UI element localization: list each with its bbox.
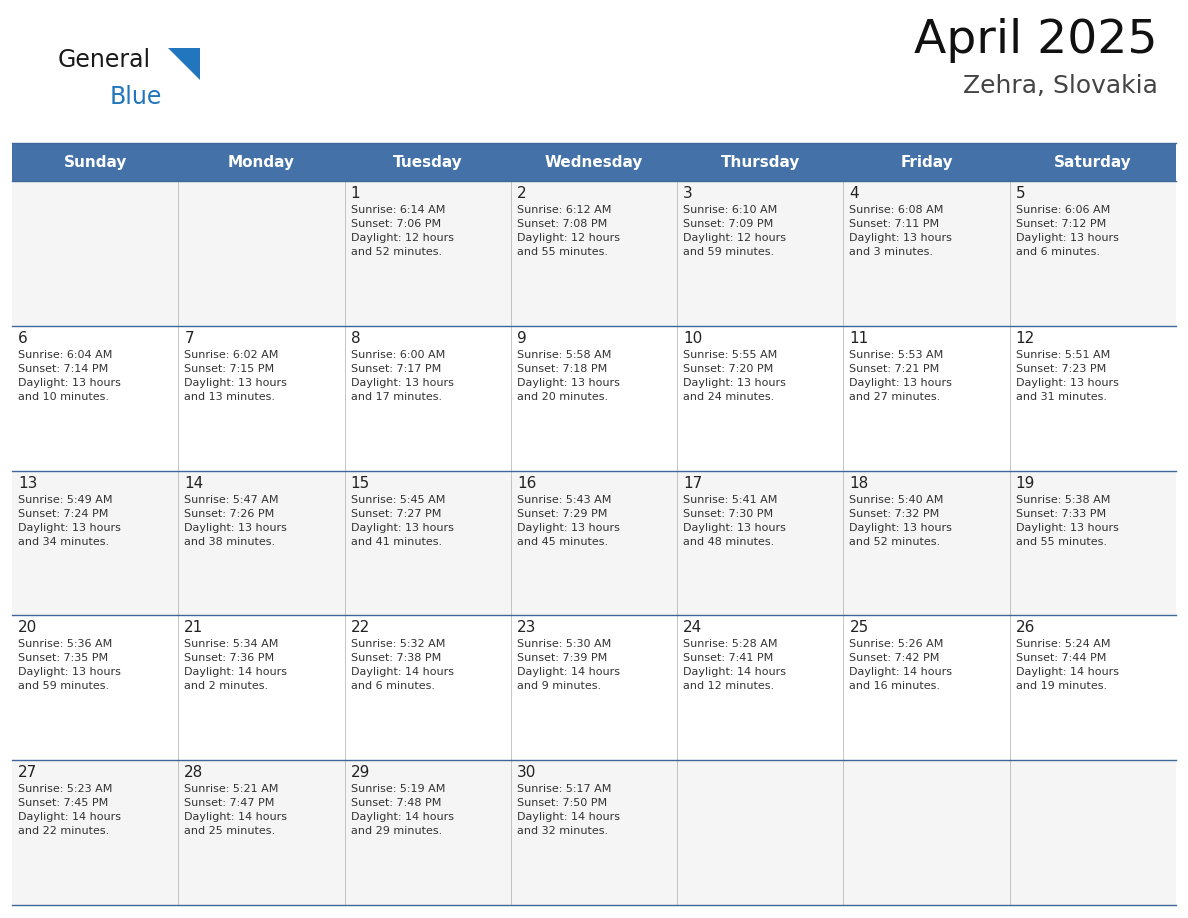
Text: 2: 2 <box>517 186 526 201</box>
Text: 22: 22 <box>350 621 369 635</box>
Text: Sunrise: 5:41 AM
Sunset: 7:30 PM
Daylight: 13 hours
and 48 minutes.: Sunrise: 5:41 AM Sunset: 7:30 PM Dayligh… <box>683 495 786 546</box>
Text: 6: 6 <box>18 330 27 346</box>
Text: Sunrise: 5:36 AM
Sunset: 7:35 PM
Daylight: 13 hours
and 59 minutes.: Sunrise: 5:36 AM Sunset: 7:35 PM Dayligh… <box>18 640 121 691</box>
Text: Sunrise: 5:47 AM
Sunset: 7:26 PM
Daylight: 13 hours
and 38 minutes.: Sunrise: 5:47 AM Sunset: 7:26 PM Dayligh… <box>184 495 287 546</box>
Text: General: General <box>58 48 151 72</box>
Text: 16: 16 <box>517 476 536 490</box>
Text: 11: 11 <box>849 330 868 346</box>
Bar <box>12 326 1176 471</box>
Bar <box>12 615 1176 760</box>
Text: 29: 29 <box>350 766 369 780</box>
Text: Sunrise: 5:26 AM
Sunset: 7:42 PM
Daylight: 14 hours
and 16 minutes.: Sunrise: 5:26 AM Sunset: 7:42 PM Dayligh… <box>849 640 953 691</box>
Text: Sunrise: 5:45 AM
Sunset: 7:27 PM
Daylight: 13 hours
and 41 minutes.: Sunrise: 5:45 AM Sunset: 7:27 PM Dayligh… <box>350 495 454 546</box>
Text: 21: 21 <box>184 621 203 635</box>
Text: Sunrise: 5:43 AM
Sunset: 7:29 PM
Daylight: 13 hours
and 45 minutes.: Sunrise: 5:43 AM Sunset: 7:29 PM Dayligh… <box>517 495 620 546</box>
Text: 4: 4 <box>849 186 859 201</box>
Text: 10: 10 <box>683 330 702 346</box>
Text: Sunrise: 5:34 AM
Sunset: 7:36 PM
Daylight: 14 hours
and 2 minutes.: Sunrise: 5:34 AM Sunset: 7:36 PM Dayligh… <box>184 640 287 691</box>
Text: Sunrise: 5:49 AM
Sunset: 7:24 PM
Daylight: 13 hours
and 34 minutes.: Sunrise: 5:49 AM Sunset: 7:24 PM Dayligh… <box>18 495 121 546</box>
Text: Sunrise: 5:32 AM
Sunset: 7:38 PM
Daylight: 14 hours
and 6 minutes.: Sunrise: 5:32 AM Sunset: 7:38 PM Dayligh… <box>350 640 454 691</box>
Text: 24: 24 <box>683 621 702 635</box>
Text: Sunrise: 6:12 AM
Sunset: 7:08 PM
Daylight: 12 hours
and 55 minutes.: Sunrise: 6:12 AM Sunset: 7:08 PM Dayligh… <box>517 205 620 257</box>
Text: 9: 9 <box>517 330 526 346</box>
Text: Tuesday: Tuesday <box>393 154 462 170</box>
Text: Sunrise: 5:19 AM
Sunset: 7:48 PM
Daylight: 14 hours
and 29 minutes.: Sunrise: 5:19 AM Sunset: 7:48 PM Dayligh… <box>350 784 454 836</box>
Text: Sunrise: 6:08 AM
Sunset: 7:11 PM
Daylight: 13 hours
and 3 minutes.: Sunrise: 6:08 AM Sunset: 7:11 PM Dayligh… <box>849 205 953 257</box>
Text: Monday: Monday <box>228 154 295 170</box>
Text: Sunrise: 5:51 AM
Sunset: 7:23 PM
Daylight: 13 hours
and 31 minutes.: Sunrise: 5:51 AM Sunset: 7:23 PM Dayligh… <box>1016 350 1119 402</box>
Text: 25: 25 <box>849 621 868 635</box>
Text: April 2025: April 2025 <box>915 18 1158 63</box>
Text: 3: 3 <box>683 186 693 201</box>
Text: 17: 17 <box>683 476 702 490</box>
Text: Sunrise: 6:14 AM
Sunset: 7:06 PM
Daylight: 12 hours
and 52 minutes.: Sunrise: 6:14 AM Sunset: 7:06 PM Dayligh… <box>350 205 454 257</box>
Text: 13: 13 <box>18 476 37 490</box>
Text: 23: 23 <box>517 621 536 635</box>
Text: Sunrise: 5:17 AM
Sunset: 7:50 PM
Daylight: 14 hours
and 32 minutes.: Sunrise: 5:17 AM Sunset: 7:50 PM Dayligh… <box>517 784 620 836</box>
Text: Sunrise: 5:30 AM
Sunset: 7:39 PM
Daylight: 14 hours
and 9 minutes.: Sunrise: 5:30 AM Sunset: 7:39 PM Dayligh… <box>517 640 620 691</box>
Text: 20: 20 <box>18 621 37 635</box>
Text: 7: 7 <box>184 330 194 346</box>
Text: Blue: Blue <box>110 85 163 109</box>
Text: 28: 28 <box>184 766 203 780</box>
Text: Sunrise: 6:04 AM
Sunset: 7:14 PM
Daylight: 13 hours
and 10 minutes.: Sunrise: 6:04 AM Sunset: 7:14 PM Dayligh… <box>18 350 121 402</box>
Polygon shape <box>168 48 200 80</box>
Text: Saturday: Saturday <box>1054 154 1132 170</box>
Text: 1: 1 <box>350 186 360 201</box>
Text: 5: 5 <box>1016 186 1025 201</box>
Text: Sunrise: 6:00 AM
Sunset: 7:17 PM
Daylight: 13 hours
and 17 minutes.: Sunrise: 6:00 AM Sunset: 7:17 PM Dayligh… <box>350 350 454 402</box>
Text: Sunrise: 5:23 AM
Sunset: 7:45 PM
Daylight: 14 hours
and 22 minutes.: Sunrise: 5:23 AM Sunset: 7:45 PM Dayligh… <box>18 784 121 836</box>
Text: Sunrise: 5:28 AM
Sunset: 7:41 PM
Daylight: 14 hours
and 12 minutes.: Sunrise: 5:28 AM Sunset: 7:41 PM Dayligh… <box>683 640 786 691</box>
Text: 18: 18 <box>849 476 868 490</box>
Text: Sunrise: 5:40 AM
Sunset: 7:32 PM
Daylight: 13 hours
and 52 minutes.: Sunrise: 5:40 AM Sunset: 7:32 PM Dayligh… <box>849 495 953 546</box>
Bar <box>12 760 1176 905</box>
Text: Sunrise: 5:24 AM
Sunset: 7:44 PM
Daylight: 14 hours
and 19 minutes.: Sunrise: 5:24 AM Sunset: 7:44 PM Dayligh… <box>1016 640 1119 691</box>
Text: Sunrise: 6:10 AM
Sunset: 7:09 PM
Daylight: 12 hours
and 59 minutes.: Sunrise: 6:10 AM Sunset: 7:09 PM Dayligh… <box>683 205 786 257</box>
Bar <box>12 471 1176 615</box>
Text: Sunrise: 5:55 AM
Sunset: 7:20 PM
Daylight: 13 hours
and 24 minutes.: Sunrise: 5:55 AM Sunset: 7:20 PM Dayligh… <box>683 350 786 402</box>
Text: 27: 27 <box>18 766 37 780</box>
Text: Sunrise: 6:06 AM
Sunset: 7:12 PM
Daylight: 13 hours
and 6 minutes.: Sunrise: 6:06 AM Sunset: 7:12 PM Dayligh… <box>1016 205 1119 257</box>
Text: Sunday: Sunday <box>63 154 127 170</box>
Text: Friday: Friday <box>901 154 953 170</box>
Text: 26: 26 <box>1016 621 1035 635</box>
Bar <box>12 143 1176 181</box>
Text: Sunrise: 6:02 AM
Sunset: 7:15 PM
Daylight: 13 hours
and 13 minutes.: Sunrise: 6:02 AM Sunset: 7:15 PM Dayligh… <box>184 350 287 402</box>
Text: 12: 12 <box>1016 330 1035 346</box>
Bar <box>12 181 1176 326</box>
Text: Sunrise: 5:58 AM
Sunset: 7:18 PM
Daylight: 13 hours
and 20 minutes.: Sunrise: 5:58 AM Sunset: 7:18 PM Dayligh… <box>517 350 620 402</box>
Text: Sunrise: 5:38 AM
Sunset: 7:33 PM
Daylight: 13 hours
and 55 minutes.: Sunrise: 5:38 AM Sunset: 7:33 PM Dayligh… <box>1016 495 1119 546</box>
Text: Wednesday: Wednesday <box>545 154 643 170</box>
Text: 15: 15 <box>350 476 369 490</box>
Text: 19: 19 <box>1016 476 1035 490</box>
Text: Sunrise: 5:53 AM
Sunset: 7:21 PM
Daylight: 13 hours
and 27 minutes.: Sunrise: 5:53 AM Sunset: 7:21 PM Dayligh… <box>849 350 953 402</box>
Text: 14: 14 <box>184 476 203 490</box>
Text: 8: 8 <box>350 330 360 346</box>
Text: Thursday: Thursday <box>721 154 800 170</box>
Text: Zehra, Slovakia: Zehra, Slovakia <box>963 74 1158 98</box>
Text: Sunrise: 5:21 AM
Sunset: 7:47 PM
Daylight: 14 hours
and 25 minutes.: Sunrise: 5:21 AM Sunset: 7:47 PM Dayligh… <box>184 784 287 836</box>
Text: 30: 30 <box>517 766 536 780</box>
